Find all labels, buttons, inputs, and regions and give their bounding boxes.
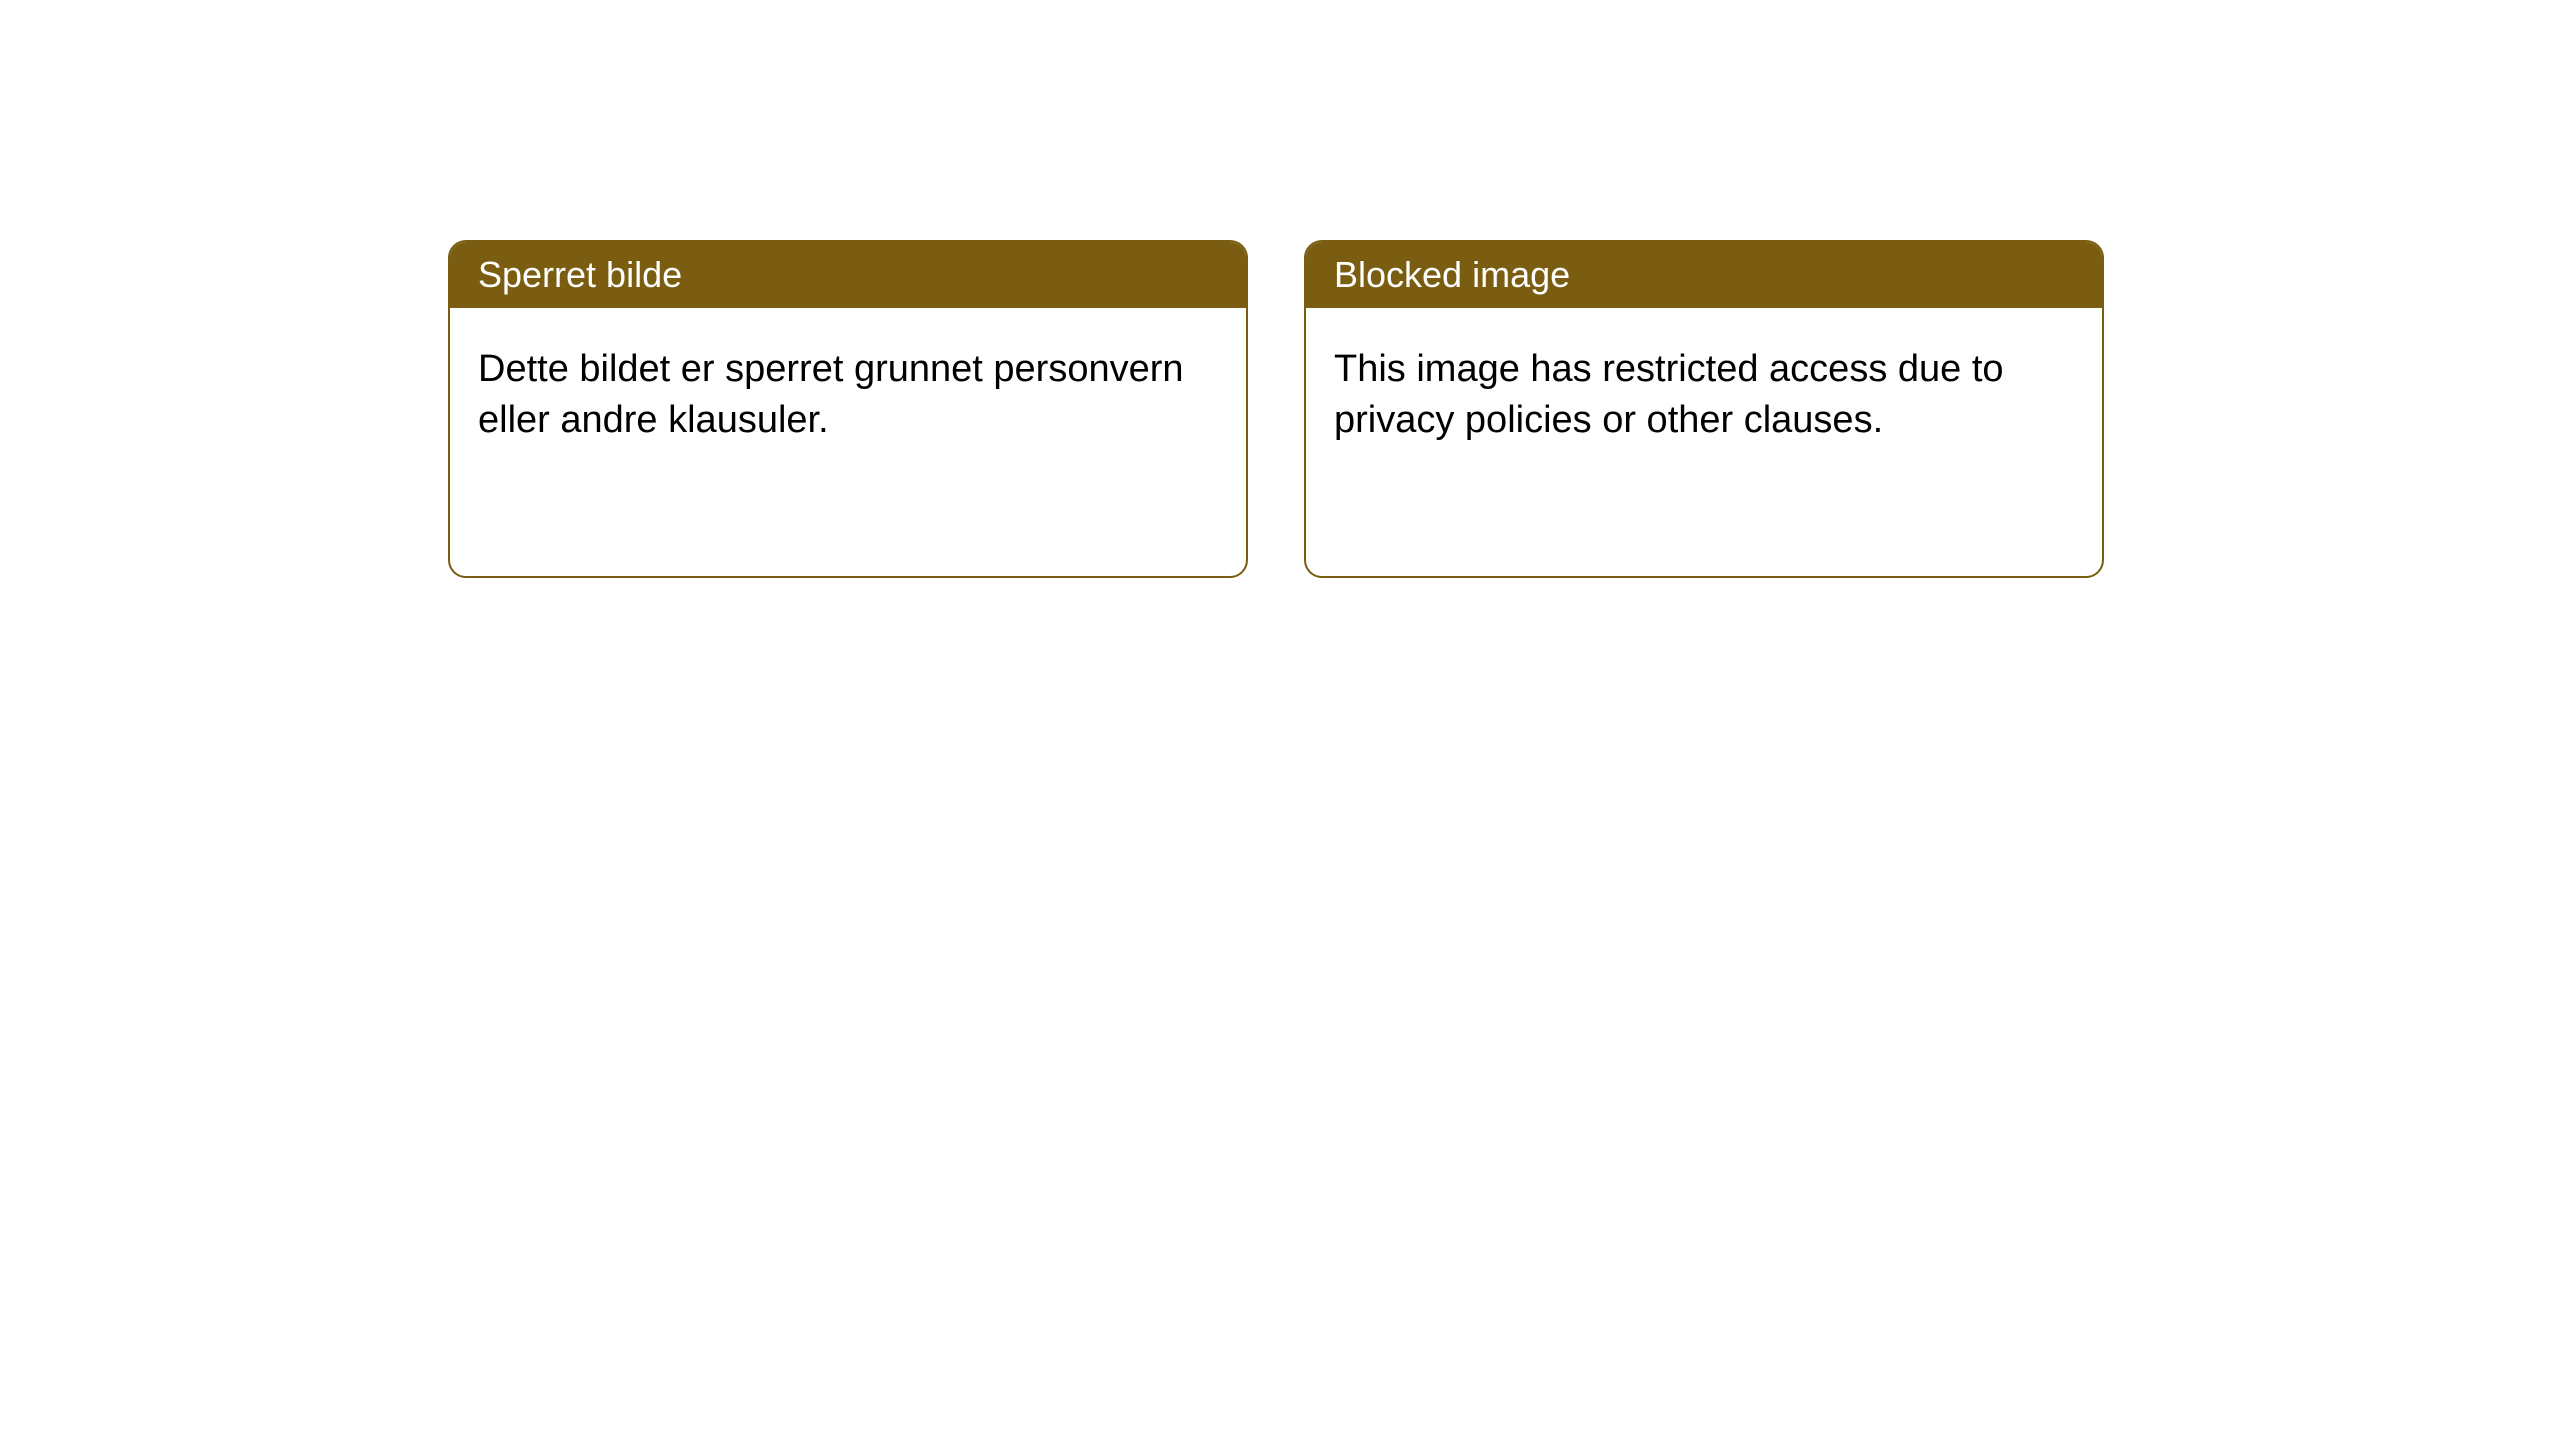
notice-container: Sperret bilde Dette bildet er sperret gr… (0, 0, 2560, 578)
notice-body: This image has restricted access due to … (1306, 308, 2102, 576)
notice-header: Blocked image (1306, 242, 2102, 308)
notice-card-english: Blocked image This image has restricted … (1304, 240, 2104, 578)
notice-card-norwegian: Sperret bilde Dette bildet er sperret gr… (448, 240, 1248, 578)
notice-header: Sperret bilde (450, 242, 1246, 308)
notice-body: Dette bildet er sperret grunnet personve… (450, 308, 1246, 576)
